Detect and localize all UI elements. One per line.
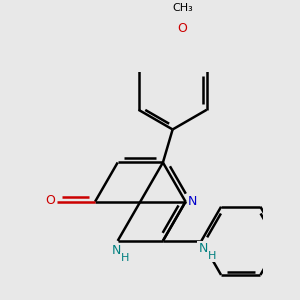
Text: N: N (111, 244, 121, 257)
Text: N: N (198, 242, 208, 255)
Text: CH₃: CH₃ (172, 3, 193, 13)
Text: O: O (177, 22, 187, 34)
Text: H: H (208, 251, 216, 261)
Text: O: O (45, 194, 55, 206)
Text: N: N (188, 195, 197, 208)
Text: H: H (121, 253, 129, 262)
